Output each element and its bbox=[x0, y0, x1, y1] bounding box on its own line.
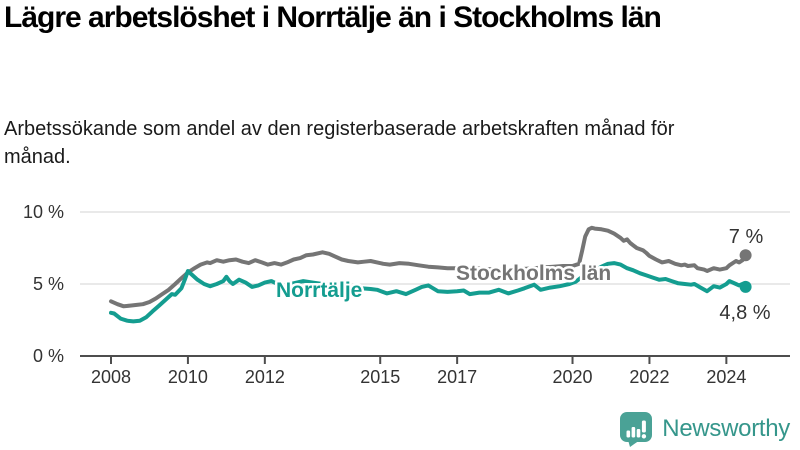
series-end-value-label-norrt-lje: 4,8 % bbox=[719, 302, 770, 324]
brand-footer: Newsworthy bbox=[619, 411, 790, 447]
series-end-value-label-stockholms-l-n: 7 % bbox=[729, 226, 764, 248]
series-inline-label-norrt-lje: Norrtälje bbox=[276, 279, 362, 302]
x-tick-label-2017: 2017 bbox=[437, 367, 477, 387]
series-end-dot-norrt-lje bbox=[739, 280, 752, 293]
chart-title: Lägre arbetslöshet i Norrtälje än i Stoc… bbox=[4, 1, 662, 34]
x-tick-label-2022: 2022 bbox=[629, 367, 669, 387]
series-end-dot-stockholms-l-n bbox=[739, 249, 752, 262]
y-tick-label-0: 0 % bbox=[33, 346, 64, 366]
brand-wordmark: Newsworthy bbox=[662, 415, 790, 442]
x-tick-label-2012: 2012 bbox=[245, 367, 285, 387]
chart-subtitle: Arbetssökande som andel av den registerb… bbox=[4, 118, 675, 168]
series-line-norrt-lje bbox=[109, 261, 748, 324]
newsworthy-logo-icon bbox=[620, 412, 653, 447]
x-tick-label-2008: 2008 bbox=[91, 367, 131, 387]
y-tick-label-10: 10 % bbox=[23, 202, 64, 222]
y-tick-label-5: 5 % bbox=[33, 274, 64, 294]
series-inline-label-stockholms-l-n: Stockholms län bbox=[456, 262, 611, 285]
x-tick-label-2015: 2015 bbox=[360, 367, 400, 387]
x-tick-label-2010: 2010 bbox=[168, 367, 208, 387]
series-line-stockholms-l-n bbox=[109, 225, 748, 309]
x-tick-label-2020: 2020 bbox=[552, 367, 592, 387]
x-tick-label-2024: 2024 bbox=[706, 367, 746, 387]
